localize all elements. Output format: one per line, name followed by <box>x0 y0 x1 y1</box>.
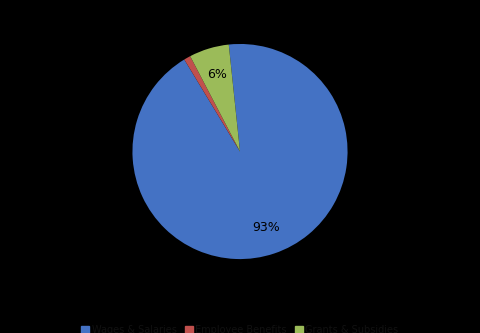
Text: 93%: 93% <box>252 221 280 234</box>
Wedge shape <box>132 44 348 259</box>
Legend: Wages & Salaries, Employee Benefits, Grants & Subsidies: Wages & Salaries, Employee Benefits, Gra… <box>78 321 402 333</box>
Wedge shape <box>190 45 240 152</box>
Text: 6%: 6% <box>207 68 227 81</box>
Wedge shape <box>184 56 240 152</box>
